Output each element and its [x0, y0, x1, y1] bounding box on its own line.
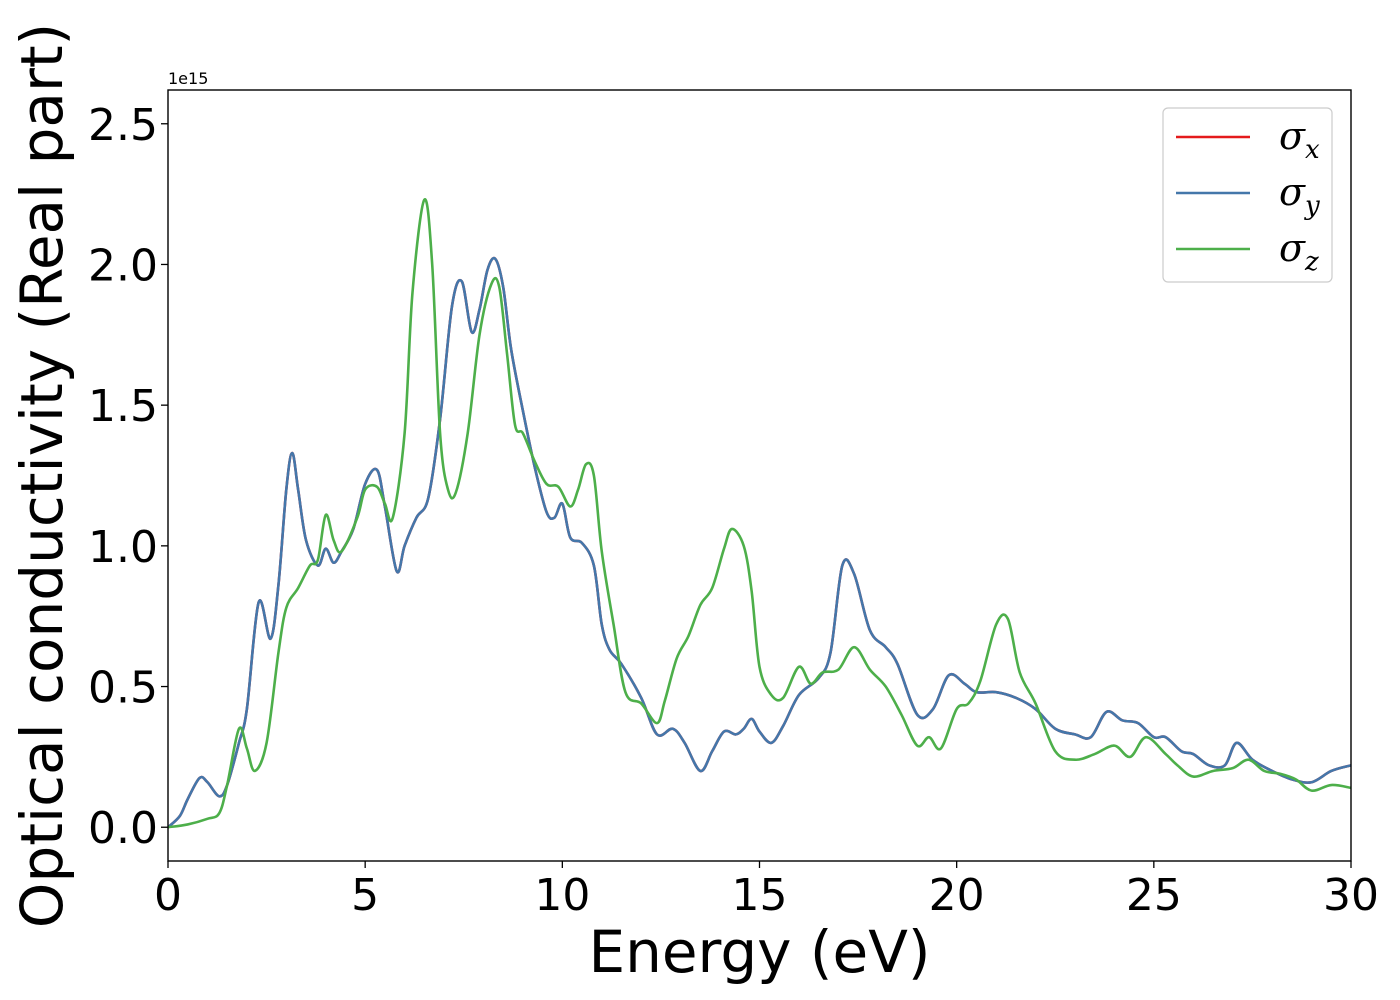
series-line-z	[168, 198, 1351, 829]
x-tick-label: 25	[1126, 870, 1182, 921]
legend-label-z: σz	[1279, 226, 1319, 277]
series-line-y	[168, 256, 1351, 829]
x-tick-label: 30	[1323, 870, 1379, 921]
y-tick-label: 0.5	[88, 663, 158, 714]
y-axis-offset-label: 1e15	[168, 69, 208, 88]
x-tick-label: 5	[351, 870, 379, 921]
x-tick-label: 15	[732, 870, 788, 921]
y-tick-label: 1.5	[88, 381, 158, 432]
y-axis-ticks: 0.0 0.5 1.0 1.5 2.0 2.5	[88, 100, 168, 854]
x-tick-label: 0	[154, 870, 182, 921]
y-tick-label: 0.0	[88, 803, 158, 854]
x-axis-title: Energy (eV)	[588, 918, 930, 986]
y-tick-label: 2.5	[88, 100, 158, 151]
series-layer	[168, 198, 1351, 829]
x-axis-ticks: 0 5 10 15 20 25 30	[154, 861, 1379, 921]
legend-frame	[1162, 107, 1333, 283]
legend-label-x: σx	[1279, 114, 1320, 165]
legend-label-y: σy	[1279, 170, 1320, 221]
x-tick-label: 10	[534, 870, 590, 921]
y-tick-label: 2.0	[88, 240, 158, 291]
x-tick-label: 20	[929, 870, 985, 921]
y-tick-label: 1.0	[88, 522, 158, 573]
y-axis-title: Optical conductivity (Real part)	[8, 23, 76, 928]
